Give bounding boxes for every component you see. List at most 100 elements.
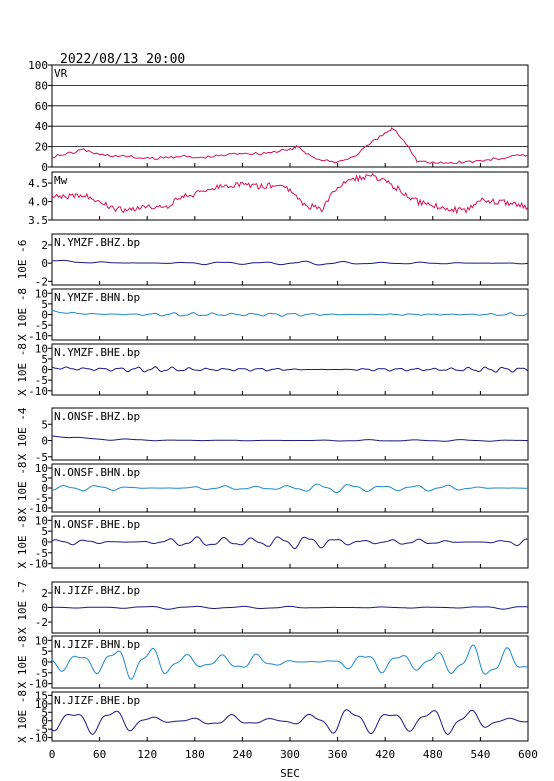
x-axis: 0 60 120 180 240 300 360 420 480 540 600 bbox=[49, 748, 538, 761]
series-line bbox=[52, 259, 529, 266]
y-tick-label: 0 bbox=[41, 715, 48, 728]
y-tick-label: 0 bbox=[41, 161, 48, 174]
x-tick-label: 600 bbox=[518, 748, 538, 761]
y-tick-label: 0 bbox=[41, 364, 48, 377]
y-tick-label: 0 bbox=[41, 602, 48, 615]
y-axis-label: X 10E -8 bbox=[16, 636, 29, 689]
header-datetime: 2022/08/13 20:00 bbox=[60, 52, 185, 67]
y-tick-label: -10 bbox=[28, 502, 48, 515]
y-tick-label: 10 bbox=[35, 462, 48, 475]
panel-9: 2 0-2 N.JIZF.BHZ.bp X 10E -7 bbox=[16, 581, 529, 634]
x-tick-label: 0 bbox=[49, 748, 56, 761]
y-tick-label: -5 bbox=[35, 451, 48, 464]
panel-title: N.JIZF.BHN.bp bbox=[54, 638, 140, 651]
y-tick-label: -2 bbox=[35, 616, 48, 629]
y-axis-label: X 10E -8 bbox=[16, 288, 29, 341]
y-axis-label: X 10E -8 bbox=[16, 462, 29, 515]
panel-2: 3.5 4.0 4.5 Mw bbox=[28, 171, 529, 227]
y-tick-label: 10 bbox=[35, 634, 48, 647]
y-tick-label: -5 bbox=[35, 492, 48, 505]
panel-title: N.ONSF.BHN.bp bbox=[54, 466, 140, 479]
panel-frame bbox=[51, 64, 529, 168]
y-tick-label: -5 bbox=[35, 667, 48, 680]
x-tick-label: 120 bbox=[137, 748, 157, 761]
y-axis-label: X 10E -8 bbox=[16, 343, 29, 396]
panel-title: Mw bbox=[54, 174, 68, 187]
x-tick-label: 300 bbox=[280, 748, 300, 761]
x-tick-label: 60 bbox=[93, 748, 106, 761]
y-tick-label: -10 bbox=[28, 385, 48, 398]
y-tick-label: 5 bbox=[41, 472, 48, 485]
series-line bbox=[52, 605, 529, 610]
panel-title: N.ONSF.BHE.bp bbox=[54, 518, 140, 531]
x-tick-label: 180 bbox=[185, 748, 205, 761]
y-tick-label: 5 bbox=[41, 525, 48, 538]
x-tick-label: 240 bbox=[232, 748, 252, 761]
y-tick-label: -10 bbox=[28, 732, 48, 745]
y-tick-label: -5 bbox=[35, 374, 48, 387]
y-tick-label: 2 bbox=[41, 587, 48, 600]
panel-title: N.ONSF.BHZ.bp bbox=[54, 410, 140, 423]
y-axis-label: X 10E -8 bbox=[16, 690, 29, 743]
y-tick-label: 0 bbox=[41, 482, 48, 495]
series-line bbox=[51, 435, 528, 442]
x-axis-label: SEC bbox=[280, 767, 300, 780]
y-axis-label: X 10E -8 bbox=[16, 516, 29, 569]
y-tick-label: -10 bbox=[28, 330, 48, 343]
series-line bbox=[51, 127, 529, 165]
y-tick-label: 10 bbox=[35, 287, 48, 300]
y-tick-label: 5 bbox=[41, 706, 48, 719]
y-axis-label: 10E -6 bbox=[16, 240, 29, 280]
panel-title: N.YMZF.BHN.bp bbox=[54, 291, 140, 304]
y-tick-label: -10 bbox=[28, 678, 48, 691]
y-tick-label: 60 bbox=[35, 100, 48, 113]
panel-1: 0 20 40 60 80 100 VR bbox=[28, 59, 529, 174]
y-tick-label: 2 bbox=[41, 239, 48, 252]
y-tick-label: 10 bbox=[35, 342, 48, 355]
y-tick-label: 0 bbox=[41, 435, 48, 448]
y-tick-label: 3.5 bbox=[28, 214, 48, 227]
y-tick-label: -2 bbox=[35, 275, 48, 288]
series-line bbox=[51, 483, 529, 494]
y-tick-label: 15 bbox=[35, 689, 48, 702]
y-tick-label: 4.5 bbox=[28, 177, 48, 190]
panel-6: 5 0 -5 N.ONSF.BHZ.bp X 10E -4 bbox=[16, 407, 529, 464]
y-tick-label: -10 bbox=[28, 558, 48, 571]
panel-title: VR bbox=[54, 67, 68, 80]
x-tick-label: 480 bbox=[423, 748, 443, 761]
y-tick-label: 0 bbox=[41, 536, 48, 549]
y-tick-label: 0 bbox=[41, 656, 48, 669]
y-tick-label: 10 bbox=[35, 514, 48, 527]
y-axis-label: X 10E -7 bbox=[16, 581, 29, 634]
y-tick-label: 20 bbox=[35, 141, 48, 154]
panel-title: N.YMZF.BHE.bp bbox=[54, 346, 140, 359]
panel-3: 2 0 -2 N.YMZF.BHZ.bp 10E -6 bbox=[16, 233, 529, 288]
series-line bbox=[51, 366, 529, 373]
y-tick-label: 5 bbox=[41, 353, 48, 366]
series-line bbox=[51, 173, 529, 215]
series-line bbox=[51, 709, 528, 735]
y-tick-label: 0 bbox=[41, 257, 48, 270]
y-tick-label: 100 bbox=[28, 59, 48, 72]
y-tick-label: 40 bbox=[35, 120, 48, 133]
y-tick-label: 4.0 bbox=[28, 196, 48, 209]
y-tick-label: -5 bbox=[35, 547, 48, 560]
y-axis-label: X 10E -4 bbox=[16, 407, 29, 460]
y-tick-label: -5 bbox=[35, 319, 48, 332]
panel-title: N.JIZF.BHE.bp bbox=[54, 694, 140, 707]
series-line bbox=[51, 644, 529, 680]
x-tick-label: 420 bbox=[375, 748, 395, 761]
y-tick-label: -5 bbox=[35, 723, 48, 736]
y-tick-label: 5 bbox=[41, 645, 48, 658]
x-tick-label: 540 bbox=[470, 748, 490, 761]
panel-title: N.YMZF.BHZ.bp bbox=[54, 236, 140, 249]
series-line bbox=[51, 536, 529, 550]
